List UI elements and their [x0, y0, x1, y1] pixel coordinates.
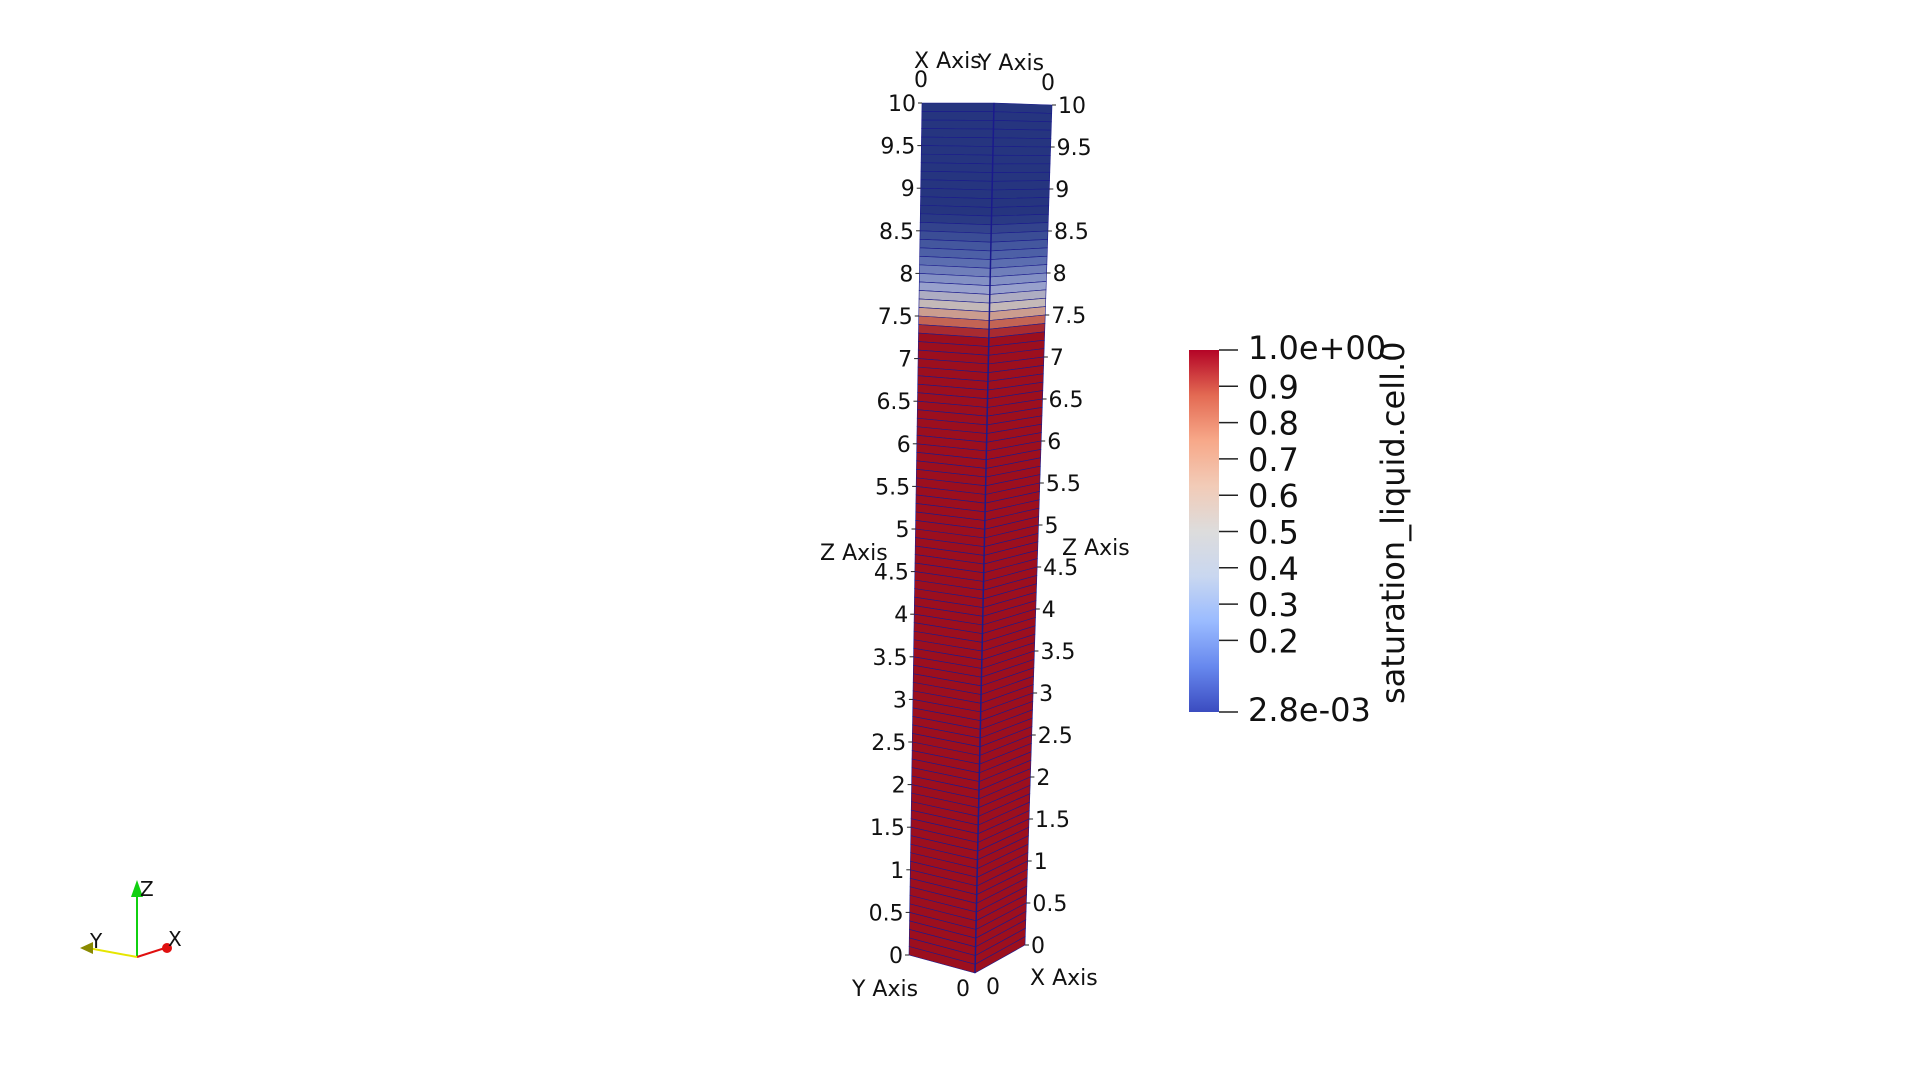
z-tick-label-right: 2	[1036, 766, 1050, 791]
z-tick-label-right: 3	[1039, 682, 1053, 707]
x-arrow-icon	[162, 943, 172, 953]
z-tick-label-left: 7	[898, 348, 912, 373]
y-axis-title-top: Y Axis	[977, 51, 1044, 76]
color-legend-min-label: 2.8e-03	[1248, 691, 1371, 729]
z-arrow-icon	[131, 880, 143, 897]
top-x-tick: 0	[914, 68, 928, 93]
mesh-cell-left-face	[920, 145, 994, 156]
z-tick-label-right: 6	[1047, 430, 1061, 455]
mesh-cell-left-face	[921, 136, 994, 147]
z-tick-label-right: 10	[1058, 94, 1086, 119]
color-legend: 0.90.80.70.60.50.40.30.2 1.0e+00 2.8e-03…	[1189, 329, 1412, 729]
color-legend-tick-label: 0.4	[1248, 550, 1299, 588]
axis-tick-marks	[905, 102, 1056, 956]
color-legend-tick-label: 0.2	[1248, 622, 1299, 660]
mesh-cell-left-face	[921, 119, 994, 130]
z-tick-label-left: 0	[889, 944, 903, 969]
z-tick-label-right: 6.5	[1049, 388, 1084, 413]
z-tick-label-left: 9	[901, 177, 915, 202]
mesh-cell-right-face	[992, 137, 1052, 148]
mesh-cell-left-face	[921, 102, 995, 113]
color-legend-ticks: 0.90.80.70.60.50.40.30.2	[1219, 349, 1299, 713]
z-tick-label-right: 1	[1034, 850, 1048, 875]
x-axis-title-bottom: X Axis	[1030, 966, 1098, 991]
mesh-cell-right-face	[993, 111, 1053, 123]
z-tick-label-left: 5.5	[875, 475, 910, 500]
z-tick-label-left: 3.5	[873, 646, 908, 671]
z-tick-label-left: 9.5	[880, 135, 915, 160]
z-tick-label-left: 4	[894, 603, 908, 628]
mesh-cell-right-face	[992, 128, 1052, 139]
orientation-y-label: Y	[89, 929, 103, 953]
z-tick-label-left: 8.5	[879, 220, 914, 245]
orientation-x-label: X	[168, 927, 182, 951]
z-tick-label-right: 8.5	[1054, 220, 1089, 245]
mesh-cell-right-face	[992, 163, 1051, 173]
mesh-cell-right-face	[991, 180, 1050, 191]
z-axis-title-left: Z Axis	[820, 541, 888, 566]
z-tick-label-right: 8	[1053, 262, 1067, 287]
z-tick-label-left: 6	[897, 433, 911, 458]
color-legend-tick-label: 0.8	[1248, 405, 1299, 443]
z-tick-label-left: 3	[893, 688, 907, 713]
color-legend-tick-label: 0.9	[1248, 368, 1299, 406]
z-tick-label-left: 0.5	[869, 901, 904, 926]
y-axis-title-bottom: Y Axis	[851, 977, 918, 1002]
saturation-column-mesh	[908, 102, 1053, 974]
mesh-cell-left-face	[920, 153, 994, 165]
z-tick-label-right: 5.5	[1046, 472, 1081, 497]
z-tick-label-right: 7.5	[1051, 304, 1086, 329]
z-tick-label-right: 0.5	[1032, 892, 1067, 917]
z-tick-label-left: 4.5	[874, 561, 909, 586]
z-tick-label-left: 6.5	[876, 390, 911, 415]
z-tick-label-right: 4	[1042, 598, 1056, 623]
z-tick-label-right: 4.5	[1043, 556, 1078, 581]
z-tick-label-right: 9.5	[1057, 136, 1092, 161]
color-legend-max-label: 1.0e+00	[1248, 329, 1386, 367]
bottom-x-tick: 0	[986, 975, 1000, 1000]
z-tick-label-right: 9	[1055, 178, 1069, 203]
z-tick-label-left: 7.5	[878, 305, 913, 330]
z-tick-label-right: 0	[1031, 934, 1045, 959]
z-tick-label-right: 5	[1045, 514, 1059, 539]
z-tick-label-right: 7	[1050, 346, 1064, 371]
mesh-cell-right-face	[992, 146, 1051, 156]
orientation-axes-widget: Z X Y	[80, 877, 182, 958]
color-legend-tick-label: 0.6	[1248, 477, 1299, 515]
z-axis-left-ticks: 10 9.5 9 8.5 8 7.5 7 6.5 6 5.5 5 4.5 4 3.5 3 2.5 2 1.5 1 0.…	[869, 92, 916, 969]
mesh-cell-right-face	[991, 171, 1051, 182]
color-legend-title: saturation_liquid.cell.0	[1374, 341, 1412, 704]
z-tick-label-left: 2	[892, 774, 906, 799]
z-axis-right-ticks: 10 9.5 9 8.5 8 7.5 7 6.5 6 5.5 5 4.5 4 3.5 3 2.5 2 1.5 1 0.…	[1031, 94, 1092, 959]
color-legend-bar	[1189, 350, 1219, 712]
z-tick-label-left: 1.5	[870, 816, 905, 841]
z-tick-label-right: 1.5	[1035, 808, 1070, 833]
mesh-cell-right-face	[992, 154, 1051, 165]
color-legend-tick-label: 0.7	[1248, 441, 1299, 479]
top-y-tick: 0	[1041, 71, 1055, 96]
bottom-y-tick: 0	[956, 977, 970, 1002]
z-tick-label-right: 3.5	[1040, 640, 1075, 665]
z-tick-label-left: 5	[896, 518, 910, 543]
z-axis-title-right: Z Axis	[1062, 536, 1130, 561]
y-arrow-icon	[80, 942, 93, 954]
color-legend-tick-label: 0.3	[1248, 586, 1299, 624]
z-tick-label-left: 10	[888, 92, 916, 117]
x-axis-title-top: X Axis	[914, 49, 982, 74]
mesh-cell-left-face	[921, 111, 995, 121]
z-tick-label-left: 8	[899, 262, 913, 287]
color-legend-tick-label: 0.5	[1248, 514, 1299, 552]
z-tick-label-right: 2.5	[1038, 724, 1073, 749]
z-tick-label-left: 2.5	[871, 731, 906, 756]
mesh-cell-right-face	[993, 120, 1052, 131]
z-tick-label-left: 1	[890, 859, 904, 884]
mesh-cell-right-face	[991, 188, 1050, 200]
mesh-cell-left-face	[921, 128, 994, 139]
orientation-z-label: Z	[140, 877, 154, 901]
